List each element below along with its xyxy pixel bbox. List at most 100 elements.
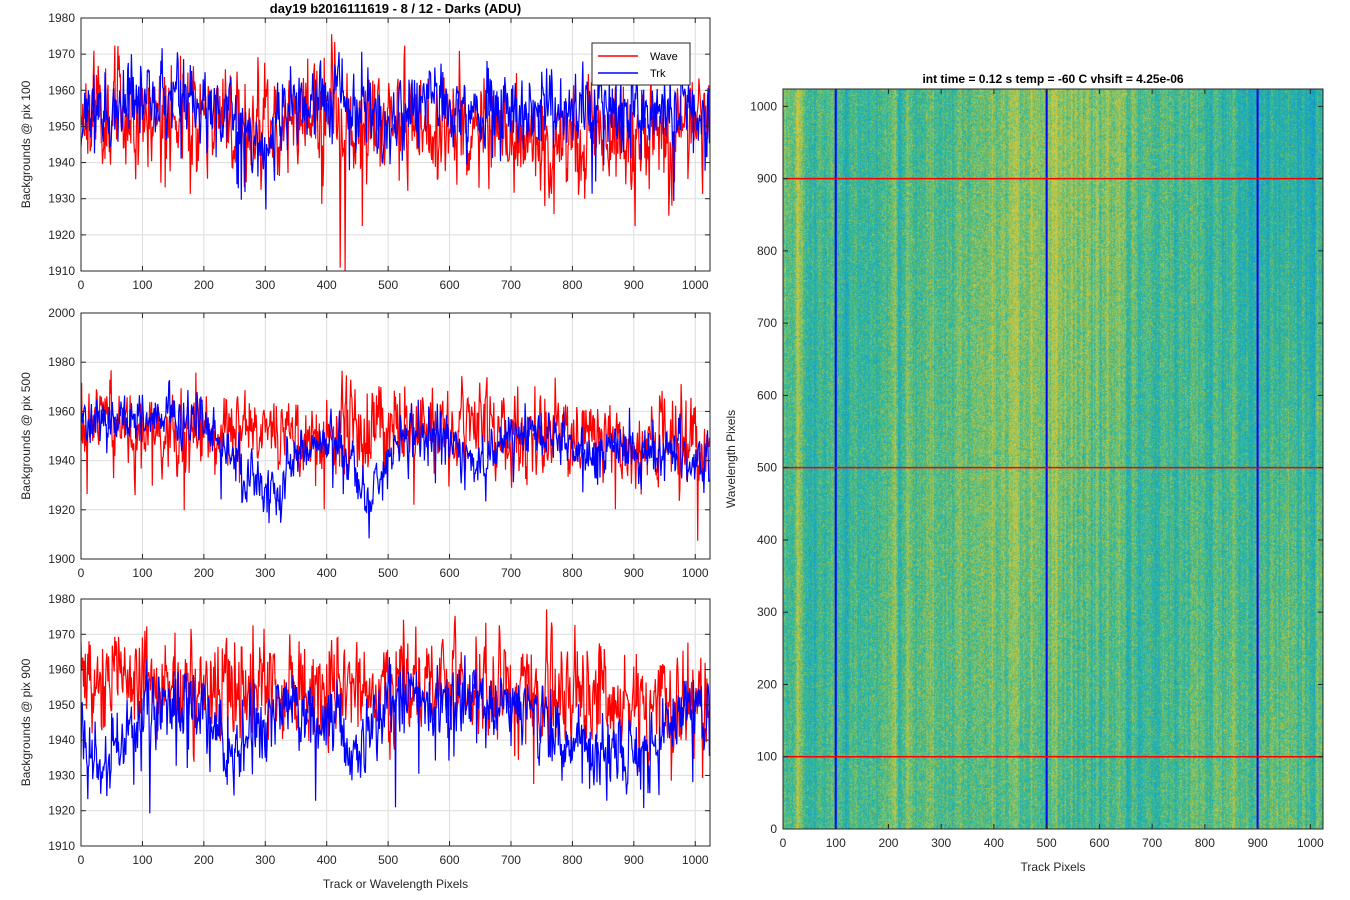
x-tick-label: 200 [194, 853, 214, 867]
x-tick-label: 500 [378, 278, 398, 292]
x-tick-label: 400 [984, 836, 1004, 850]
legend-box [591, 42, 691, 86]
x-tick-label: 400 [317, 853, 337, 867]
x-tick-label: 900 [1248, 836, 1268, 850]
y-tick-label: 600 [757, 388, 777, 402]
y-tick-labels: 1910 1920 1930 1940 1950 1960 1970 1980 [48, 592, 710, 853]
x-tick-label: 100 [826, 836, 846, 850]
axes-box [80, 598, 711, 847]
y-tick-label: 1920 [48, 804, 75, 818]
y-tick-label: 1970 [48, 47, 75, 61]
x-tick-label: 1000 [1297, 836, 1324, 850]
heatmap-image-container [783, 89, 1323, 829]
x-tick-labels: 0 100 200 300 400 500 600 700 800 900 1000 [78, 313, 709, 580]
y-axis-label: Wavelength Pixels [724, 410, 738, 508]
x-tick-label: 200 [194, 566, 214, 580]
x-tick-label: 1000 [682, 566, 709, 580]
y-tick-label: 1000 [750, 99, 777, 113]
y-tick-label: 400 [757, 533, 777, 547]
x-tick-labels: 0 100 200 300 400 500 600 700 800 900 1000 [78, 599, 709, 867]
x-tick-label: 400 [317, 278, 337, 292]
y-tick-label: 200 [757, 677, 777, 691]
x-tick-label: 100 [132, 278, 152, 292]
x-tick-label: 800 [562, 853, 582, 867]
x-tick-label: 800 [1195, 836, 1215, 850]
x-tick-label: 500 [378, 566, 398, 580]
x-tick-label: 900 [624, 278, 644, 292]
x-tick-label: 300 [255, 566, 275, 580]
plot-series [81, 609, 710, 814]
y-tick-label: 1950 [48, 119, 75, 133]
series-line-trk [81, 380, 710, 539]
y-tick-label: 1980 [48, 11, 75, 25]
x-tick-label: 900 [624, 853, 644, 867]
y-tick-label: 2000 [48, 306, 75, 320]
x-tick-label: 0 [78, 853, 85, 867]
x-tick-label: 700 [501, 853, 521, 867]
y-tick-labels: 0 100 200 300 400 500 600 700 800 900 1000 [750, 99, 1323, 836]
y-tick-label: 1940 [48, 454, 75, 468]
plot-series [81, 370, 710, 541]
y-tick-label: 300 [757, 605, 777, 619]
series-line-trk [81, 655, 710, 814]
y-tick-label: 1960 [48, 663, 75, 677]
x-tick-label: 100 [132, 853, 152, 867]
x-axis-label: Track or Wavelength Pixels [323, 877, 468, 891]
y-tick-label: 1920 [48, 503, 75, 517]
legend-label-wave: Wave [650, 51, 678, 63]
line-plot-pix-100: 0 100 200 300 400 500 600 700 800 900 1000 1910 192… [19, 1, 711, 292]
x-tick-label: 100 [132, 566, 152, 580]
x-tick-label: 800 [562, 278, 582, 292]
line-plot-pix-900: 0 100 200 300 400 500 600 700 800 900 1000 1910 192… [19, 592, 711, 891]
chart-title: day19 b2016111619 - 8 / 12 - Darks (ADU) [270, 1, 521, 16]
x-tick-labels: 0 100 200 300 400 500 600 700 800 900 1000 [780, 89, 1324, 850]
y-tick-label: 1980 [48, 592, 75, 606]
chart-title: int time = 0.12 s temp = -60 C vhsift = … [922, 72, 1183, 86]
x-tick-label: 200 [194, 278, 214, 292]
x-tick-label: 1000 [682, 853, 709, 867]
axes-box [80, 312, 711, 560]
x-tick-label: 500 [378, 853, 398, 867]
x-tick-label: 500 [1037, 836, 1057, 850]
y-tick-label: 1950 [48, 698, 75, 712]
plot-series [81, 34, 710, 271]
y-axis-label: Backgrounds @ pix 500 [19, 372, 33, 500]
x-tick-label: 700 [501, 278, 521, 292]
axes-box [80, 17, 711, 272]
y-tick-label: 1960 [48, 404, 75, 418]
x-axis-label: Track Pixels [1021, 860, 1086, 874]
legend-label-trk: Trk [650, 68, 666, 80]
x-tick-label: 600 [440, 566, 460, 580]
y-tick-labels: 1910 1920 1930 1940 1950 1960 1970 1980 [48, 11, 710, 278]
x-tick-label: 0 [780, 836, 787, 850]
y-tick-label: 1930 [48, 768, 75, 782]
axes-box [782, 88, 1324, 830]
x-tick-label: 0 [78, 566, 85, 580]
y-tick-label: 1900 [48, 552, 75, 566]
x-tick-label: 200 [878, 836, 898, 850]
y-tick-label: 800 [757, 244, 777, 258]
y-axis-label: Backgrounds @ pix 900 [19, 658, 33, 786]
heatmap-image[interactable] [783, 89, 1323, 829]
y-tick-label: 0 [770, 822, 777, 836]
legend[interactable]: Wave Trk [591, 42, 691, 86]
y-tick-label: 100 [757, 750, 777, 764]
y-axis-label: Backgrounds @ pix 100 [19, 80, 33, 208]
marker-lines [783, 89, 1323, 829]
x-tick-label: 700 [1142, 836, 1162, 850]
y-tick-label: 1930 [48, 192, 75, 206]
x-tick-label: 800 [562, 566, 582, 580]
line-plot-pix-500: 0 100 200 300 400 500 600 700 800 900 1000 1900 192… [19, 306, 711, 580]
x-tick-label: 900 [624, 566, 644, 580]
y-tick-label: 900 [757, 172, 777, 186]
y-tick-label: 700 [757, 316, 777, 330]
x-tick-label: 400 [317, 566, 337, 580]
x-tick-label: 300 [255, 853, 275, 867]
series-line-wave [81, 370, 710, 541]
x-tick-label: 300 [255, 278, 275, 292]
y-tick-label: 1910 [48, 839, 75, 853]
x-tick-label: 600 [1089, 836, 1109, 850]
y-tick-label: 1940 [48, 156, 75, 170]
y-tick-label: 1970 [48, 627, 75, 641]
